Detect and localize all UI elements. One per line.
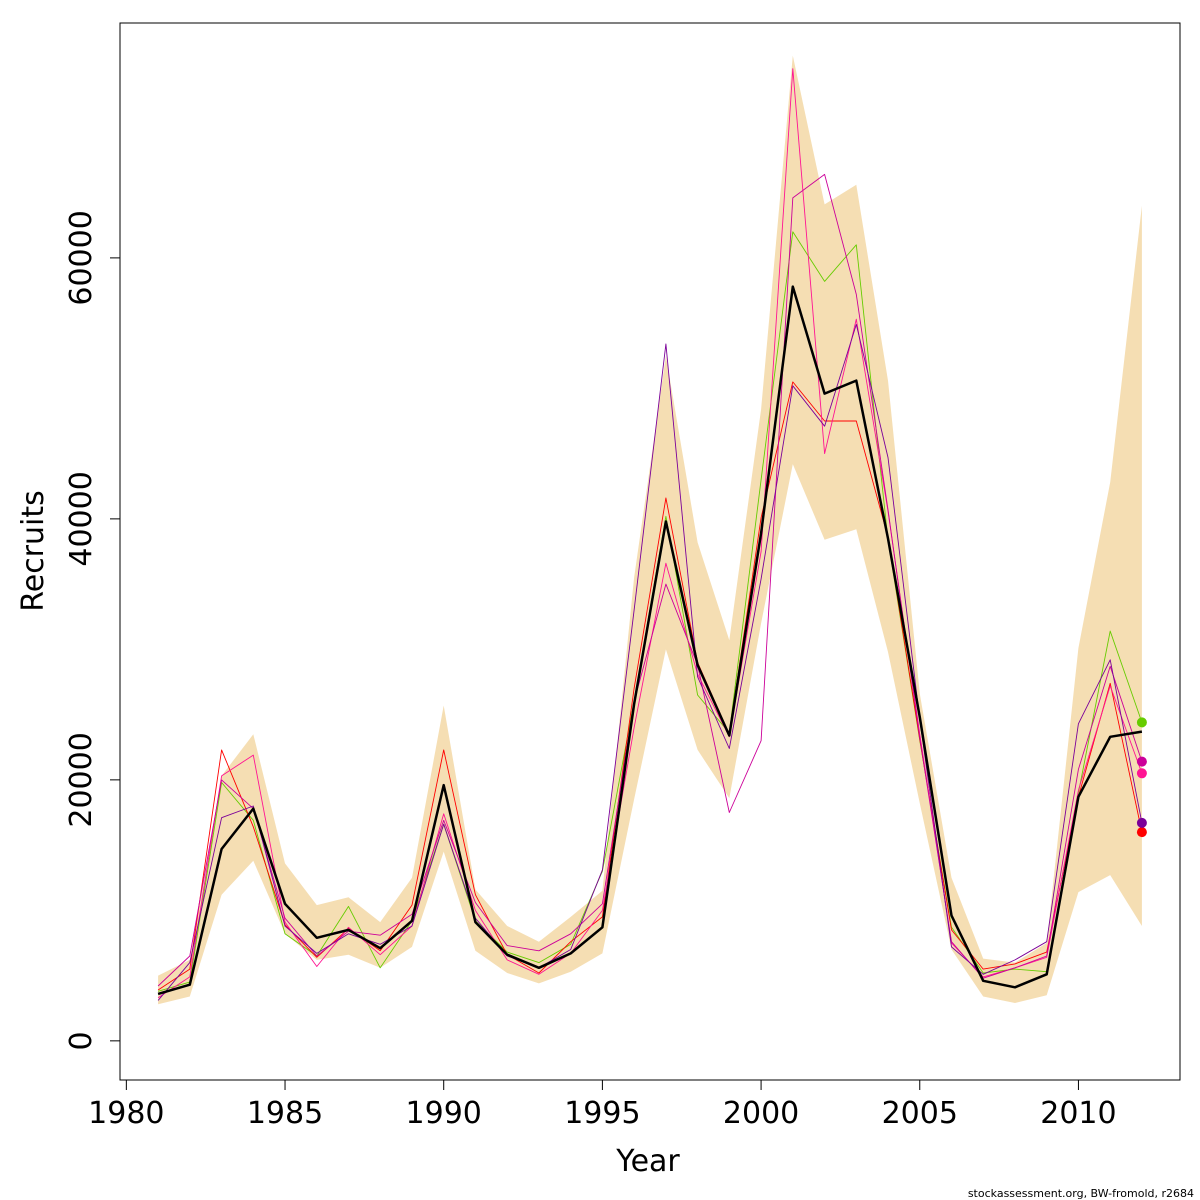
terminal-point-3 — [1136, 827, 1147, 838]
y-axis-title: Recruits — [16, 490, 51, 612]
x-tick-label-2000: 2000 — [723, 1096, 799, 1131]
confidence-band — [158, 55, 1142, 1005]
footnote: stockassessment.org, BW-fromold, r2684 — [968, 1187, 1194, 1200]
x-tick-label-2005: 2005 — [882, 1096, 958, 1131]
x-tick-label-1990: 1990 — [406, 1096, 482, 1131]
series-line-1 — [157, 285, 1143, 996]
x-tick-label-1995: 1995 — [564, 1096, 640, 1131]
y-tick-label-60000: 60000 — [64, 210, 99, 305]
series-layer — [157, 68, 1143, 1001]
series-line-3 — [157, 381, 1143, 991]
y-tick-label-0: 0 — [64, 1031, 99, 1050]
x-axis: 1980 1985 1990 1995 2000 2005 2010 — [88, 1079, 1117, 1131]
x-tick-label-1980: 1980 — [88, 1096, 164, 1131]
terminal-points-layer — [1136, 717, 1147, 838]
terminal-point-5 — [1136, 756, 1147, 767]
terminal-point-6 — [1136, 817, 1147, 828]
y-axis: 0 20000 40000 60000 — [64, 210, 121, 1050]
x-tick-label-2010: 2010 — [1040, 1096, 1116, 1131]
x-tick-label-1985: 1985 — [247, 1096, 323, 1131]
y-tick-label-20000: 20000 — [64, 732, 99, 827]
terminal-point-4 — [1136, 768, 1147, 779]
terminal-point-2 — [1136, 717, 1147, 728]
y-tick-label-40000: 40000 — [64, 471, 99, 566]
x-axis-title: Year — [615, 1144, 680, 1179]
confidence-band-layer — [158, 55, 1142, 1005]
